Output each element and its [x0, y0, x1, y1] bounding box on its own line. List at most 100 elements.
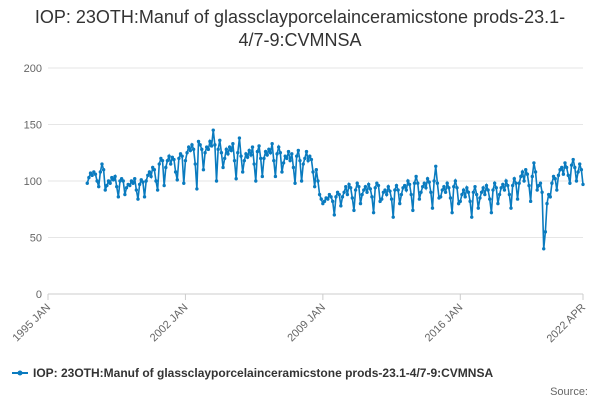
- data-point: [519, 174, 523, 179]
- data-point: [240, 170, 245, 174]
- data-point: [319, 197, 323, 201]
- data-point: [484, 183, 489, 188]
- data-point: [281, 161, 286, 165]
- data-point: [507, 192, 512, 197]
- x-tick-label: 1995 JAN: [10, 302, 53, 345]
- data-point: [420, 184, 425, 189]
- data-point: [389, 197, 394, 201]
- data-point: [455, 186, 459, 190]
- data-point: [165, 158, 170, 163]
- data-point: [501, 182, 505, 187]
- x-tick-label: 2022 APR: [545, 302, 589, 346]
- data-point: [566, 173, 570, 178]
- data-point: [285, 156, 289, 161]
- data-point: [522, 179, 526, 183]
- data-point: [187, 145, 191, 149]
- data-point: [399, 192, 404, 197]
- data-point: [471, 190, 476, 194]
- data-point: [180, 154, 184, 158]
- data-point: [556, 173, 561, 178]
- data-point: [288, 158, 292, 163]
- data-point: [136, 197, 140, 201]
- data-point: [416, 181, 420, 185]
- data-point: [530, 174, 534, 179]
- data-point: [85, 181, 89, 185]
- data-point: [492, 181, 497, 185]
- data-point: [272, 158, 276, 163]
- data-point: [350, 196, 355, 200]
- data-point: [491, 188, 495, 192]
- data-point: [476, 206, 480, 210]
- data-point: [175, 178, 179, 182]
- data-point: [448, 196, 453, 200]
- data-point: [103, 188, 107, 192]
- data-point: [280, 170, 284, 174]
- data-point: [314, 168, 319, 172]
- data-point: [226, 152, 230, 156]
- data-point: [216, 147, 220, 152]
- data-point: [533, 170, 538, 174]
- data-point: [383, 188, 387, 192]
- data-point: [578, 162, 582, 166]
- data-point: [419, 190, 423, 194]
- data-point: [221, 165, 225, 170]
- data-point: [425, 177, 430, 181]
- data-point: [424, 186, 428, 190]
- data-point: [190, 143, 194, 147]
- data-point: [407, 182, 412, 187]
- data-point: [468, 199, 472, 204]
- data-point: [388, 189, 392, 193]
- x-tick-label: 2002 JAN: [148, 302, 191, 345]
- data-point: [517, 181, 521, 185]
- data-point: [131, 181, 135, 185]
- data-point: [267, 147, 271, 152]
- data-point: [360, 192, 364, 197]
- data-point: [460, 192, 464, 197]
- data-point: [218, 138, 222, 143]
- data-point: [524, 168, 528, 172]
- data-point: [252, 162, 256, 166]
- data-point: [339, 204, 343, 208]
- data-point: [206, 147, 211, 152]
- data-point: [340, 195, 345, 199]
- data-point: [142, 195, 147, 199]
- data-point: [330, 199, 335, 204]
- data-point: [108, 181, 112, 185]
- data-point: [157, 162, 161, 166]
- data-point: [452, 184, 456, 189]
- data-point: [286, 149, 291, 154]
- data-point: [183, 158, 188, 163]
- data-point: [376, 183, 381, 188]
- data-point: [510, 183, 515, 188]
- data-point: [465, 186, 469, 190]
- data-point: [404, 188, 409, 192]
- data-point: [254, 179, 258, 183]
- data-point: [105, 183, 109, 188]
- data-point: [141, 180, 145, 184]
- data-point: [211, 128, 215, 132]
- data-point: [394, 183, 399, 188]
- data-point: [137, 182, 142, 187]
- data-point: [152, 168, 157, 172]
- data-point: [227, 145, 232, 149]
- data-point: [443, 190, 448, 194]
- data-point: [489, 210, 494, 215]
- data-point: [237, 136, 242, 140]
- data-point: [160, 158, 165, 163]
- data-point: [115, 184, 119, 189]
- series-line: [86, 130, 584, 249]
- data-point: [236, 151, 240, 155]
- data-point: [520, 170, 525, 174]
- data-point: [363, 184, 368, 189]
- data-point: [219, 151, 224, 155]
- data-point: [332, 213, 337, 217]
- data-point: [366, 182, 371, 187]
- data-point: [384, 192, 389, 197]
- data-point: [316, 179, 320, 183]
- data-point: [412, 181, 417, 185]
- data-point: [146, 173, 150, 178]
- data-point: [569, 163, 574, 167]
- data-point: [149, 174, 153, 179]
- data-point: [123, 192, 127, 197]
